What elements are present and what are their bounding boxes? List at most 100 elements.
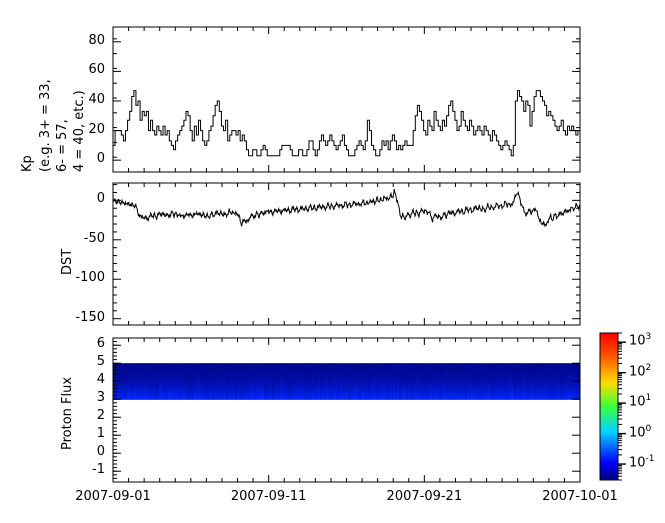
proton-flux-cell xyxy=(231,372,234,375)
proton-flux-cell xyxy=(371,375,374,378)
proton-flux-cell xyxy=(282,379,285,382)
proton-flux-cell xyxy=(352,374,355,377)
proton-flux-cell xyxy=(220,395,223,398)
proton-flux-cell xyxy=(150,390,153,393)
proton-flux-cell xyxy=(262,372,265,375)
proton-flux-cell xyxy=(113,374,116,377)
proton-flux-cell xyxy=(217,367,220,370)
proton-flux-cell xyxy=(116,365,119,368)
proton-flux-cell xyxy=(312,365,315,368)
proton-flux-cell xyxy=(232,371,236,374)
proton-flux-cell xyxy=(245,397,248,400)
proton-flux-cell xyxy=(372,377,376,380)
proton-flux-cell xyxy=(274,377,278,380)
proton-flux-cell xyxy=(393,383,396,386)
proton-flux-cell xyxy=(136,382,139,385)
proton-flux-cell xyxy=(223,388,226,391)
proton-flux-cell xyxy=(234,375,237,378)
proton-flux-cell xyxy=(183,383,186,386)
proton-flux-cell xyxy=(165,385,169,388)
proton-flux-cell xyxy=(178,393,181,396)
proton-flux-cell xyxy=(320,381,323,384)
proton-flux-cell xyxy=(380,377,383,380)
proton-flux-cell xyxy=(156,370,159,373)
proton-flux-cell xyxy=(204,381,207,384)
proton-flux-cell xyxy=(351,396,354,399)
proton-flux-cell xyxy=(159,389,162,392)
proton-flux-cell xyxy=(119,372,122,375)
proton-flux-cell xyxy=(293,365,296,368)
proton-flux-cell xyxy=(302,388,306,391)
proton-flux-cell xyxy=(156,378,159,381)
proton-flux-cell xyxy=(273,383,276,386)
proton-flux-cell xyxy=(237,368,240,371)
proton-flux-cell xyxy=(354,372,357,375)
proton-flux-cell xyxy=(215,367,218,370)
proton-flux-cell xyxy=(190,389,193,392)
proton-flux-cell xyxy=(372,371,376,374)
proton-flux-cell xyxy=(357,395,360,398)
proton-flux-cell xyxy=(371,364,374,367)
proton-flux-cell xyxy=(176,381,179,384)
proton-flux-cell xyxy=(298,372,301,375)
proton-flux-cell xyxy=(144,365,147,368)
proton-flux-cell xyxy=(136,388,139,391)
proton-flux-cell xyxy=(271,365,274,368)
proton-flux-cell xyxy=(292,388,295,391)
proton-flux-cell xyxy=(192,365,195,368)
proton-flux-cell xyxy=(281,395,284,398)
proton-flux-cell xyxy=(329,377,332,380)
proton-flux-cell xyxy=(217,383,220,386)
proton-flux-cell xyxy=(374,372,377,375)
proton-flux-cell xyxy=(372,365,376,368)
proton-flux-cell xyxy=(156,390,159,393)
proton-flux-cell xyxy=(214,371,217,374)
proton-flux-cell xyxy=(358,393,362,396)
proton-flux-cell xyxy=(116,368,119,371)
proton-flux-cell xyxy=(338,381,341,384)
proton-flux-cell xyxy=(349,374,352,377)
proton-flux-cell xyxy=(162,371,165,374)
proton-flux-cell xyxy=(237,379,240,382)
proton-flux-cell xyxy=(125,370,128,373)
proton-flux-cell xyxy=(264,397,267,400)
proton-flux-cell xyxy=(296,367,299,370)
proton-flux-cell xyxy=(127,381,130,384)
proton-flux-cell xyxy=(296,364,299,367)
proton-flux-cell xyxy=(133,396,136,399)
proton-flux-cell xyxy=(239,383,242,386)
proton-flux-cell xyxy=(173,370,176,373)
proton-flux-cell xyxy=(307,379,310,382)
proton-flux-cell xyxy=(260,390,264,393)
proton-flux-cell xyxy=(209,374,212,377)
proton-flux-cell xyxy=(267,389,270,392)
proton-flux-cell xyxy=(181,363,184,366)
proton-flux-cell xyxy=(338,375,341,378)
proton-flux-cell xyxy=(123,374,127,377)
proton-flux-cell xyxy=(324,378,327,381)
proton-flux-cell xyxy=(270,367,273,370)
proton-flux-cell xyxy=(147,395,150,398)
proton-flux-cell xyxy=(376,383,379,386)
proton-flux-cell xyxy=(310,379,313,382)
proton-flux-cell xyxy=(221,379,225,382)
proton-flux-cell xyxy=(276,372,279,375)
proton-flux-cell xyxy=(391,386,394,389)
proton-flux-cell xyxy=(120,363,123,366)
proton-flux-cell xyxy=(310,378,313,381)
proton-flux-cell xyxy=(341,365,344,368)
proton-flux-cell xyxy=(165,377,169,380)
proton-flux-cell xyxy=(290,378,293,381)
proton-flux-cell xyxy=(352,377,355,380)
proton-flux-cell xyxy=(354,379,357,382)
proton-flux-cell xyxy=(234,388,237,391)
proton-flux-cell xyxy=(358,385,362,388)
proton-flux-cell xyxy=(203,385,206,388)
proton-flux-cell xyxy=(187,396,190,399)
proton-flux-cell xyxy=(204,378,207,381)
proton-flux-cell xyxy=(139,372,142,375)
proton-flux-cell xyxy=(340,382,343,385)
proton-flux-cell xyxy=(211,396,214,399)
proton-flux-cell xyxy=(144,393,147,396)
proton-flux-cell xyxy=(239,392,242,395)
